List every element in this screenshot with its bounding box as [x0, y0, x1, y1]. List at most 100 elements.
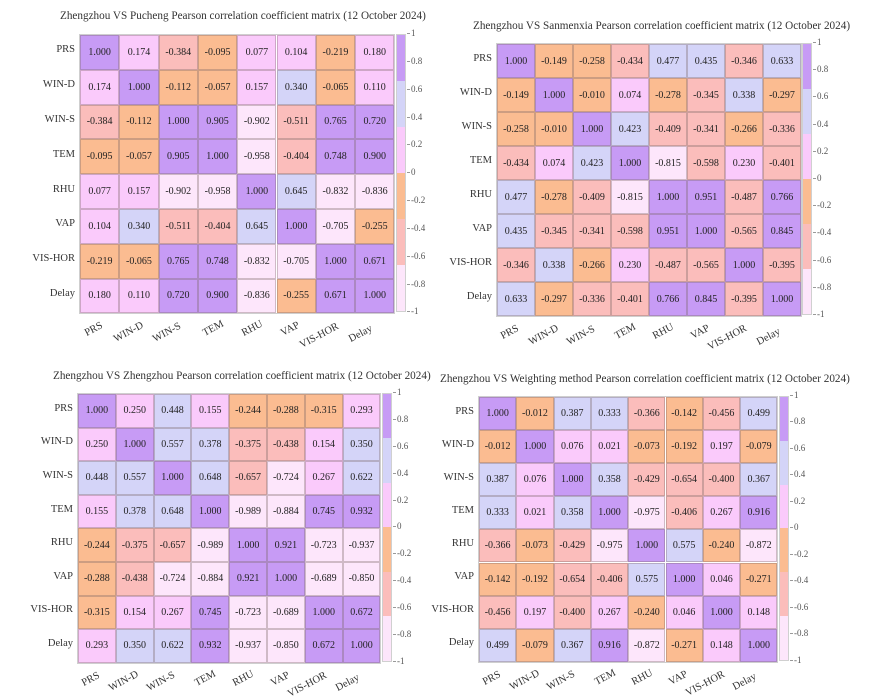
heatmap-cell: 0.378: [115, 494, 154, 529]
colorbar-tick-label: -0.6: [392, 602, 412, 613]
colorbar-band: [780, 616, 788, 660]
heatmap-cell: -0.112: [119, 104, 159, 140]
heatmap-cell: 1.000: [611, 146, 649, 180]
colorbar-tick-label: -0.4: [789, 575, 809, 586]
column-label: VAP: [689, 322, 712, 342]
heatmap-cell: 1.000: [497, 44, 535, 78]
column-label: VAP: [269, 669, 292, 689]
heatmap-cell: 0.174: [119, 35, 159, 70]
heatmap-cell: -0.345: [687, 78, 725, 112]
heatmap-cell: 0.648: [153, 494, 192, 529]
heatmap-cell: -0.409: [649, 112, 687, 146]
colorbar-tick-label: -0.6: [789, 601, 809, 612]
heatmap-cell: 0.951: [649, 214, 687, 248]
colorbar-band: [383, 482, 391, 528]
heatmap-cell: -0.511: [276, 104, 316, 140]
colorbar-tick-label: -0.8: [392, 628, 412, 639]
heatmap-cell: 1.000: [725, 248, 763, 282]
heatmap-cell: -0.346: [497, 248, 535, 282]
row-label: Delay: [47, 638, 73, 649]
heatmap-cell: 0.148: [702, 628, 741, 662]
row-label: VIS-HOR: [449, 257, 492, 268]
heatmap-cell: 0.720: [158, 278, 198, 314]
heatmap-cell: 0.340: [119, 209, 159, 244]
heatmap-cell: -0.565: [725, 214, 763, 248]
heatmap-cell: 0.645: [276, 174, 316, 209]
heatmap-cell: 0.423: [573, 146, 611, 180]
heatmap-cell: 0.197: [702, 430, 741, 464]
heatmap-cell: -0.654: [553, 562, 591, 596]
column-label: TEM: [592, 667, 618, 688]
heatmap-cell: 0.046: [702, 562, 741, 596]
heatmap-cell: -0.255: [276, 278, 316, 314]
column-label: RHU: [240, 318, 265, 339]
colorbar-tick-label: 0.8: [812, 64, 829, 75]
colorbar-band: [803, 44, 811, 89]
heatmap-cell: 0.845: [687, 282, 725, 316]
column-label: RHU: [630, 667, 655, 688]
heatmap-cell: -0.219: [80, 243, 120, 279]
heatmap-cell: 0.333: [479, 496, 517, 530]
heatmap-cell: 0.766: [763, 180, 801, 214]
heatmap-cell: 0.622: [342, 461, 381, 495]
heatmap-cell: 1.000: [237, 174, 277, 209]
heatmap-cell: 0.174: [80, 69, 120, 105]
heatmap-cell: -0.724: [153, 562, 192, 596]
heatmap-cell: -0.384: [158, 35, 198, 70]
heatmap-cell: 0.350: [115, 629, 154, 663]
heatmap-cell: 1.000: [355, 278, 395, 314]
heatmap-cell: 1.000: [80, 35, 120, 70]
heatmap-cell: 0.672: [304, 629, 343, 663]
heatmap-cell: -0.255: [355, 209, 395, 244]
heatmap-cell: 1.000: [687, 214, 725, 248]
heatmap-cell: -0.010: [535, 112, 573, 146]
heatmap-grid: 1.000 0.174 -0.384 -0.095 0.077 0.104 -0.219 0.…: [79, 34, 396, 315]
row-label: WIN-S: [461, 121, 492, 132]
heatmap-cell: -0.346: [725, 44, 763, 78]
heatmap-grid: 1.000 0.250 0.448 0.155 -0.244 -0.288 -0.315 0.…: [77, 393, 382, 664]
heatmap-cell: 0.358: [590, 463, 629, 497]
heatmap-cell: 0.180: [355, 35, 395, 70]
colorbar-band: [383, 616, 391, 661]
heatmap-cell: 0.921: [267, 528, 305, 562]
heatmap-cell: -0.345: [535, 214, 573, 248]
row-label: VAP: [53, 570, 73, 582]
heatmap-cell: 1.000: [649, 180, 687, 214]
column-label: VAP: [279, 319, 302, 339]
colorbar-band: [780, 528, 788, 573]
heatmap-cell: -0.142: [479, 562, 517, 596]
heatmap-cell: -0.815: [611, 180, 649, 214]
heatmap-cell: 1.000: [304, 595, 343, 630]
heatmap-cell: -0.406: [665, 496, 703, 530]
colorbar-band: [780, 484, 788, 529]
heatmap-cell: -0.012: [479, 430, 517, 464]
colorbar-tick-label: 0.2: [789, 495, 806, 506]
heatmap-cell: 0.074: [611, 78, 649, 112]
heatmap-cell: 0.648: [191, 461, 230, 495]
heatmap-cell: 0.672: [342, 595, 381, 630]
heatmap-cell: 1.000: [628, 529, 666, 563]
heatmap-cell: 0.077: [237, 35, 277, 70]
heatmap-cell: -0.271: [740, 562, 778, 596]
heatmap-cell: -0.850: [267, 629, 305, 663]
heatmap-cell: 0.267: [153, 595, 192, 630]
row-label: RHU: [50, 537, 73, 549]
column-label: VIS-HOR: [683, 669, 727, 699]
heatmap-cell: -0.434: [611, 44, 649, 78]
colorbar-tick-label: 0: [393, 521, 402, 532]
colorbar-tick-label: 0.4: [392, 467, 409, 478]
heatmap-cell: 1.000: [702, 595, 741, 629]
column-label: TEM: [193, 668, 219, 689]
heatmap-cell: -0.240: [628, 595, 666, 629]
colorbar-band: [803, 269, 811, 314]
column-label: PRS: [499, 322, 521, 342]
heatmap-cell: 1.000: [535, 78, 573, 112]
heatmap-cell: 0.765: [315, 104, 356, 140]
heatmap-cell: -0.384: [80, 104, 120, 140]
row-label: RHU: [52, 183, 75, 195]
heatmap-cell: -0.073: [516, 529, 554, 563]
heatmap-cell: 0.932: [342, 494, 381, 529]
heatmap-cell: -0.400: [702, 463, 741, 497]
heatmap-cell: 0.921: [229, 562, 267, 596]
heatmap-cell: -0.079: [740, 430, 778, 464]
